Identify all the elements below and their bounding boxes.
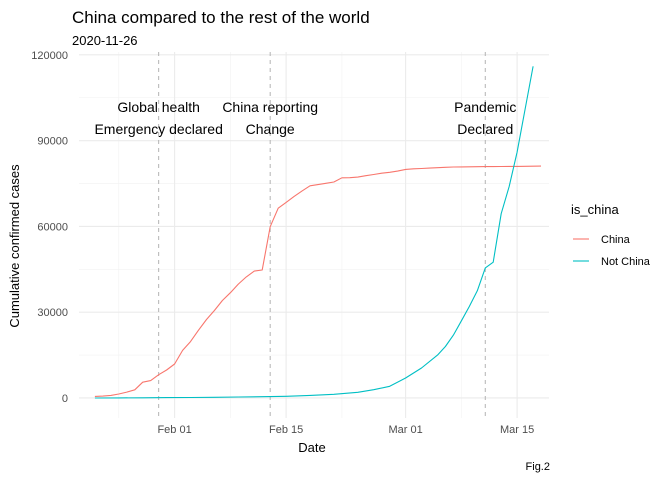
y-tick-label: 30000	[37, 307, 68, 319]
x-tick-label: Feb 15	[269, 424, 303, 436]
legend-label-china: China	[601, 234, 631, 246]
x-tick-label: Mar 15	[500, 424, 534, 436]
y-tick-label: 90000	[37, 136, 68, 148]
y-tick-label: 0	[62, 393, 68, 405]
chart-subtitle: 2020-11-26	[72, 33, 138, 48]
legend: is_china China Not China	[571, 202, 651, 268]
legend-title: is_china	[571, 202, 619, 217]
legend-label-not-china: Not China	[601, 256, 651, 268]
y-axis-title: Cumulative confirmed cases	[7, 164, 22, 328]
annotation-label: Emergency declared	[94, 121, 222, 137]
y-tick-label: 120000	[31, 50, 68, 62]
chart-caption: Fig.2	[526, 461, 550, 473]
chart-title: China compared to the rest of the world	[72, 8, 370, 27]
series-lines	[94, 66, 542, 399]
annotation-label: Change	[246, 121, 295, 137]
annotation-label: Pandemic	[454, 99, 516, 115]
annotation-label: Declared	[457, 121, 513, 137]
axes: 0 30000 60000 90000 120000 Feb 01 Feb 15 Mar 01…	[31, 50, 534, 436]
series-line-china	[94, 165, 542, 397]
x-tick-label: Feb 01	[157, 424, 191, 436]
series-line-not-china	[94, 66, 534, 399]
x-axis-title: Date	[298, 440, 325, 455]
x-tick-label: Mar 01	[388, 424, 422, 436]
annotation-lines	[158, 52, 486, 418]
annotation-label: China reporting	[222, 99, 318, 115]
y-tick-label: 60000	[37, 221, 68, 233]
grid	[79, 52, 549, 418]
annotation-label: Global health	[117, 99, 200, 115]
